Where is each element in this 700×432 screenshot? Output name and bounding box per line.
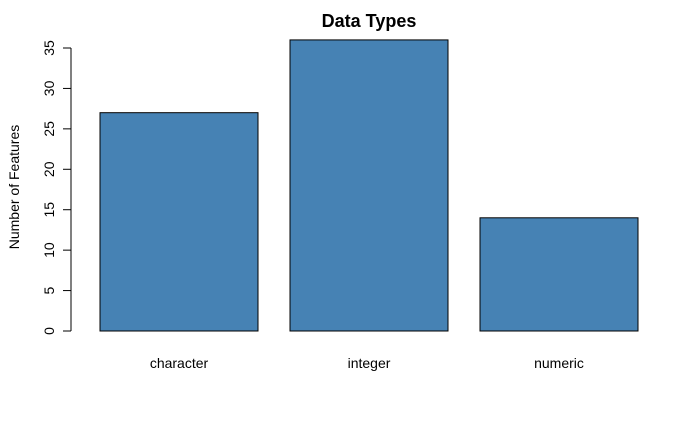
y-axis: 0 5 10 15 20 25 30 35 (41, 40, 72, 335)
x-tick-labels: character integer numeric (150, 355, 584, 371)
chart-title: Data Types (322, 11, 417, 31)
bar-integer (289, 39, 449, 332)
bar-numeric (479, 217, 639, 332)
bars-group (99, 39, 639, 332)
y-tick-label: 0 (41, 327, 57, 335)
x-tick-label: numeric (534, 355, 584, 371)
y-tick-label: 10 (41, 242, 57, 258)
bar-character (99, 112, 259, 332)
y-tick-label: 20 (41, 161, 57, 177)
x-tick-label: integer (348, 355, 391, 371)
y-tick-label: 15 (41, 202, 57, 218)
x-tick-label: character (150, 355, 209, 371)
y-tick-label: 25 (41, 121, 57, 137)
y-tick-label: 35 (41, 40, 57, 56)
y-tick-label: 5 (41, 286, 57, 294)
y-axis-label: Number of Features (6, 125, 22, 250)
y-tick-label: 30 (41, 80, 57, 96)
